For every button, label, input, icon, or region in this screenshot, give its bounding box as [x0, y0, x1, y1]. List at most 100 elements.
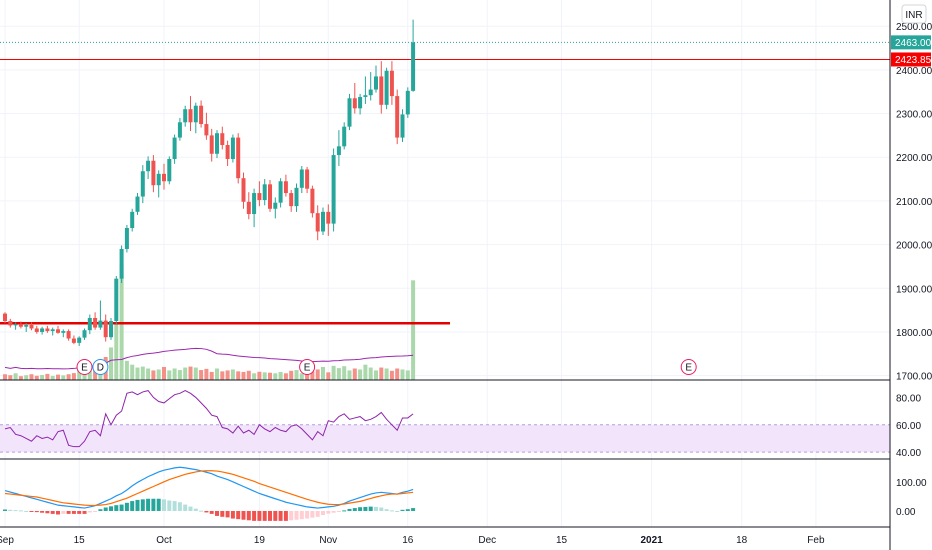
- macd-histogram-bar: [183, 504, 188, 511]
- price-tick-label: 1700.00: [896, 372, 932, 383]
- price-tick-label: 1900.00: [896, 284, 932, 295]
- volume-bar: [82, 371, 87, 380]
- candle-body: [61, 331, 66, 333]
- candle-body: [278, 181, 283, 203]
- rsi-panel[interactable]: 40.00 60.00 80.00: [0, 390, 921, 460]
- macd-histogram-bar: [268, 510, 272, 521]
- time-axis[interactable]: Sep 15 Oct 19 Nov 16 Dec 15 2021 18 Feb: [0, 535, 825, 546]
- rsi-tick-label: 40.00: [896, 448, 921, 459]
- volume-bar: [384, 368, 389, 380]
- currency-button[interactable]: INR: [901, 4, 927, 24]
- price-tag: [891, 35, 931, 50]
- candle-body: [331, 155, 336, 224]
- macd-histogram: [3, 498, 416, 521]
- candle-body: [172, 137, 177, 159]
- volume-bar: [188, 366, 193, 380]
- volume-bar: [199, 370, 204, 380]
- macd-histogram-bar: [167, 500, 172, 511]
- candle-body: [56, 329, 60, 333]
- currency-button-frame[interactable]: [901, 4, 927, 24]
- time-tick-label: 2021: [640, 535, 663, 546]
- macd-tick-label: 100.00: [896, 478, 927, 489]
- macd-histogram-bar: [71, 510, 76, 514]
- volume-bar: [411, 280, 416, 380]
- rsi-band-fill: [0, 424, 890, 453]
- volume-bar: [395, 368, 400, 380]
- candle-body: [156, 173, 161, 186]
- macd-histogram-bar: [326, 510, 331, 514]
- volume-bar: [273, 373, 278, 380]
- candle-body: [358, 96, 363, 109]
- macd-signal-line: [4, 470, 414, 507]
- macd-histogram-bar: [13, 510, 18, 512]
- macd-histogram-bar: [50, 510, 55, 514]
- volume-bar: [257, 371, 262, 380]
- volume-bar: [326, 372, 331, 380]
- time-tick-label: Nov: [319, 535, 337, 546]
- price-axis[interactable]: 1700.00 1800.00 1900.00 2000.00 2100.00 2200.…: [896, 8, 932, 383]
- price-tick-label: 2300.00: [896, 110, 932, 121]
- price-tick-label: 2000.00: [896, 241, 932, 252]
- candle-body: [87, 317, 92, 331]
- volume-bar: [209, 371, 214, 380]
- horizontal-levels[interactable]: [0, 41, 890, 325]
- volume-bar: [162, 366, 166, 380]
- currency-button-label[interactable]: INR: [905, 10, 922, 21]
- macd-histogram-bar: [56, 510, 60, 515]
- volume-bar: [236, 371, 241, 380]
- volume-bar: [18, 376, 23, 380]
- candle-body: [342, 126, 347, 147]
- candle-body: [98, 320, 103, 328]
- macd-histogram-bar: [151, 498, 156, 511]
- candle-body: [389, 70, 394, 97]
- macd-histogram-bar: [3, 509, 7, 511]
- volume-bar: [368, 367, 373, 380]
- macd-histogram-bar: [204, 510, 209, 513]
- volume-bar: [34, 375, 39, 380]
- macd-histogram-bar: [374, 506, 378, 511]
- macd-histogram-bar: [400, 509, 405, 511]
- rsi-axis[interactable]: 40.00 60.00 80.00: [896, 393, 921, 459]
- macd-histogram-bar: [379, 507, 384, 511]
- volume-bar: [135, 367, 140, 380]
- volume-bar: [109, 347, 113, 380]
- event-marker[interactable]: [92, 359, 109, 375]
- macd-histogram-bar: [193, 508, 198, 511]
- volume-bar: [61, 375, 66, 380]
- volume-bar: [140, 366, 145, 380]
- macd-histogram-bar: [405, 509, 410, 511]
- macd-histogram-bar: [209, 510, 214, 514]
- macd-panel[interactable]: 0.00 100.00: [3, 466, 927, 521]
- time-tick-label: 16: [402, 535, 414, 546]
- volume-bar: [151, 370, 156, 380]
- volume-bar: [299, 373, 304, 380]
- volume-bar: [24, 375, 29, 380]
- candle-body: [246, 201, 251, 215]
- macd-histogram-bar: [215, 510, 219, 516]
- macd-histogram-bar: [305, 510, 310, 519]
- volume-bar: [146, 368, 151, 380]
- volume-bar: [114, 322, 119, 380]
- macd-axis[interactable]: 0.00 100.00: [896, 478, 927, 518]
- macd-histogram-bar: [289, 510, 294, 521]
- macd-histogram-bar: [98, 509, 103, 511]
- volume-bar: [379, 367, 384, 380]
- volume-bar: [374, 370, 378, 380]
- event-marker[interactable]: [680, 359, 697, 375]
- volume-bar: [252, 373, 257, 380]
- volume-bar: [204, 368, 209, 380]
- event-marker[interactable]: [76, 359, 93, 375]
- volume-bar: [310, 371, 315, 380]
- macd-histogram-bar: [336, 510, 341, 512]
- volume-bar: [241, 371, 246, 380]
- event-marker[interactable]: [299, 359, 316, 375]
- volume-bar: [389, 370, 394, 380]
- rsi-tick-label: 80.00: [896, 393, 921, 404]
- macd-histogram-bar: [188, 506, 193, 511]
- volume-bar: [183, 367, 188, 380]
